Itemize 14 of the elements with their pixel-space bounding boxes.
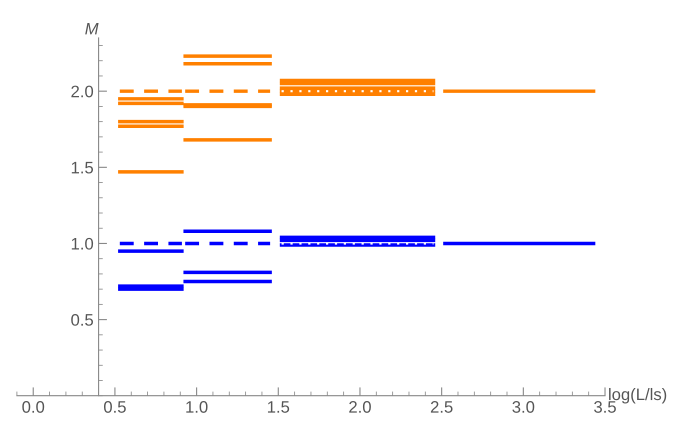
x-tick-label: 3.0: [512, 401, 534, 413]
x-tick-label: 1.0: [186, 401, 208, 413]
x-tick-label: 0.5: [104, 401, 126, 413]
x-tick-label: 2.5: [430, 401, 453, 413]
y-axis-title: M: [85, 22, 99, 34]
y-tick-label: 2.0: [71, 86, 94, 98]
x-tick-label: 1.5: [268, 401, 290, 413]
y-tick-label: 1.5: [72, 162, 94, 174]
x-tick-label: 2.0: [349, 401, 371, 413]
x-tick-label: 0.0: [22, 401, 44, 413]
y-tick-label: 1.0: [72, 238, 94, 250]
y-tick-label: 0.5: [71, 314, 94, 326]
x-tick-label: 3.5: [594, 401, 616, 413]
x-axis-title: log(L/ls): [609, 388, 666, 404]
